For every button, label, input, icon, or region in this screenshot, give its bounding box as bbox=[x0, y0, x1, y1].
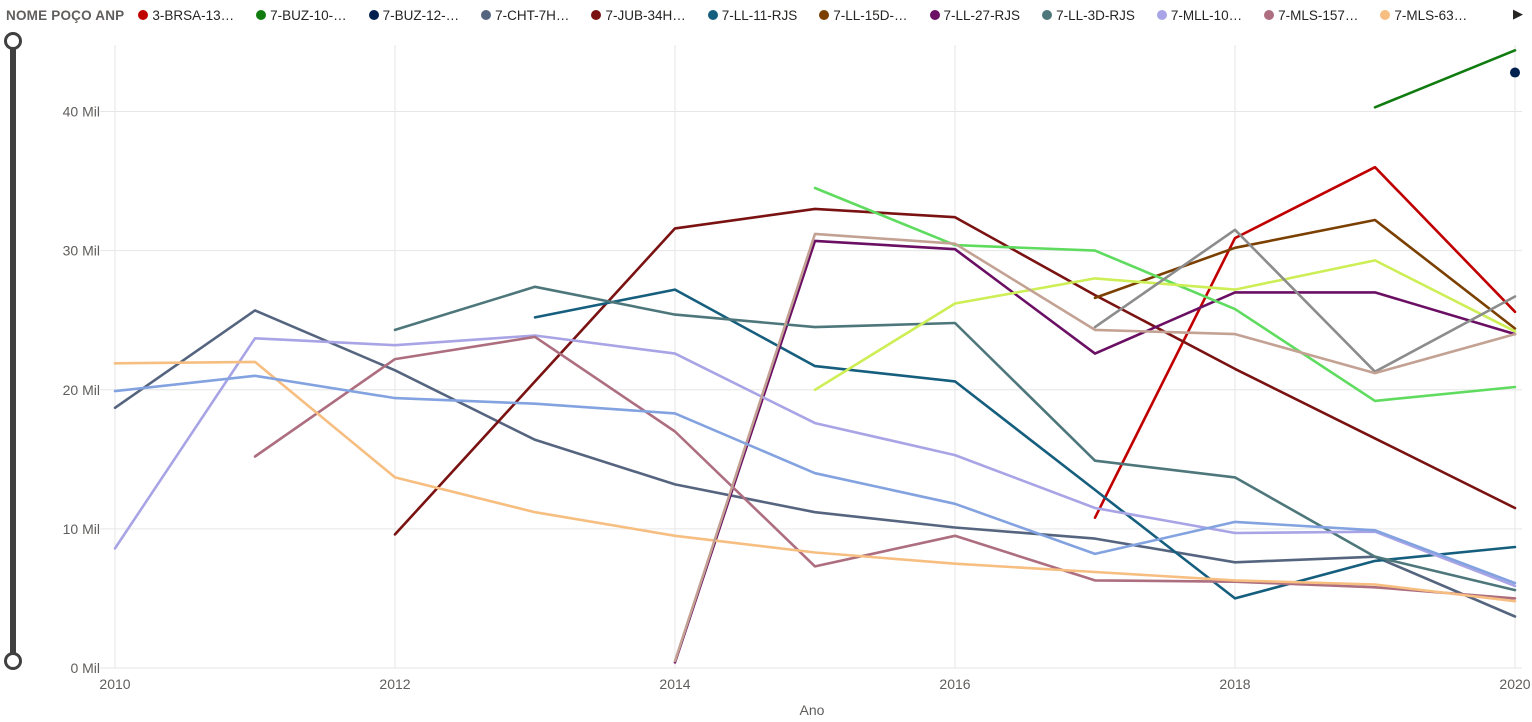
legend-item-label: 7-BUZ-10-… bbox=[270, 7, 347, 23]
legend-swatch-icon bbox=[138, 10, 149, 20]
legend-bar: NOME POÇO ANP 3-BRSA-13… 7-BUZ-10-… 7-BUZ-… bbox=[0, 0, 1532, 30]
legend-scroll-right-icon[interactable]: ▶ bbox=[1508, 4, 1528, 24]
y-tick-label: 10 Mil bbox=[63, 521, 100, 537]
x-axis-title: Ano bbox=[799, 702, 825, 718]
y-axis-zoom-slider bbox=[0, 0, 28, 722]
slider-handle-top[interactable] bbox=[4, 32, 22, 50]
legend-item-7-ll-3d-rjs[interactable]: 7-LL-3D-RJS bbox=[1042, 8, 1135, 23]
series-line-7-ll-15d[interactable] bbox=[1093, 218, 1517, 330]
series-line-unlabeled-14[interactable] bbox=[1093, 228, 1517, 374]
series-point-7-buz-12[interactable] bbox=[1510, 67, 1520, 78]
series-line-7-mll-10[interactable] bbox=[113, 334, 1517, 588]
legend-item-label: 7-MLS-157… bbox=[1278, 7, 1359, 23]
series-line-7-ll-27-rjs[interactable] bbox=[673, 239, 1517, 664]
x-tick-label: 2016 bbox=[939, 676, 970, 692]
y-tick-label: 20 Mil bbox=[63, 382, 100, 398]
legend-item-label: 7-LL-27-RJS bbox=[943, 7, 1021, 23]
legend-item-label: 7-LL-11-RJS bbox=[721, 7, 798, 23]
legend-item-label: 7-CHT-7H… bbox=[495, 7, 570, 23]
legend-item-7-buz-12[interactable]: 7-BUZ-12-… bbox=[368, 7, 460, 23]
series-line-7-jub-34h[interactable] bbox=[393, 207, 1517, 536]
series-line-7-ll-11-rjs[interactable] bbox=[533, 288, 1517, 600]
legend-swatch-icon bbox=[819, 10, 830, 20]
legend-swatch-icon bbox=[1264, 10, 1275, 20]
legend-item-7-mll-10[interactable]: 7-MLL-10… bbox=[1156, 7, 1243, 23]
legend-swatch-icon bbox=[929, 10, 940, 20]
legend-item-7-mls-157[interactable]: 7-MLS-157… bbox=[1264, 8, 1358, 23]
legend-title: NOME POÇO ANP bbox=[6, 7, 125, 23]
x-tick-label: 2020 bbox=[1499, 676, 1530, 692]
legend-item-label: 7-BUZ-12-… bbox=[382, 7, 460, 23]
x-tick-label: 2012 bbox=[379, 676, 410, 692]
series-line-unlabeled-12[interactable] bbox=[813, 186, 1517, 403]
legend-swatch-icon bbox=[368, 10, 379, 20]
series-line-unlabeled-16[interactable] bbox=[113, 374, 1517, 585]
y-tick-label: 40 Mil bbox=[63, 104, 100, 120]
legend-items: 3-BRSA-13… 7-BUZ-10-… 7-BUZ-12-… 7-CHT-7H… 7… bbox=[138, 8, 1532, 23]
legend-item-7-ll-27-rjs[interactable]: 7-LL-27-RJS bbox=[929, 7, 1021, 23]
legend-swatch-icon bbox=[1042, 10, 1053, 20]
legend-swatch-icon bbox=[1156, 10, 1167, 20]
legend-item-7-cht-7h[interactable]: 7-CHT-7H… bbox=[481, 8, 569, 23]
slider-track[interactable] bbox=[10, 41, 16, 661]
series-line-7-mls-157[interactable] bbox=[253, 335, 1517, 600]
legend-item-7-ll-11-rjs[interactable]: 7-LL-11-RJS bbox=[707, 7, 798, 23]
legend-item-label: 7-LL-3D-RJS bbox=[1056, 7, 1135, 23]
legend-item-7-jub-34h[interactable]: 7-JUB-34H… bbox=[591, 7, 686, 23]
series-line-7-ll-3d-rjs[interactable] bbox=[393, 285, 1517, 592]
y-tick-label: 0 Mil bbox=[70, 660, 100, 676]
legend-swatch-icon bbox=[707, 10, 718, 20]
series-line-7-cht-7h[interactable] bbox=[113, 309, 1517, 618]
slider-handle-bottom[interactable] bbox=[4, 652, 22, 670]
x-tick-label: 2018 bbox=[1219, 676, 1250, 692]
series-line-3-brsa-13[interactable] bbox=[1093, 165, 1517, 520]
legend-item-7-buz-10[interactable]: 7-BUZ-10-… bbox=[256, 8, 347, 23]
series-line-7-buz-10[interactable] bbox=[1373, 48, 1517, 109]
series-line-unlabeled-13[interactable] bbox=[813, 259, 1517, 392]
legend-item-label: 7-MLS-63… bbox=[1394, 7, 1468, 23]
legend-swatch-icon bbox=[256, 10, 267, 20]
legend-item-7-ll-15d[interactable]: 7-LL-15D-… bbox=[819, 7, 908, 23]
x-tick-label: 2014 bbox=[659, 676, 690, 692]
legend-swatch-icon bbox=[1380, 10, 1391, 20]
legend-item-label: 7-MLL-10… bbox=[1170, 7, 1243, 23]
legend-item-3-brsa-13[interactable]: 3-BRSA-13… bbox=[138, 8, 234, 23]
series-line-unlabeled-15[interactable] bbox=[673, 232, 1517, 663]
legend-item-label: 7-JUB-34H… bbox=[605, 7, 686, 23]
legend-swatch-icon bbox=[481, 10, 492, 20]
legend-item-label: 3-BRSA-13… bbox=[152, 7, 235, 23]
series-line-7-mls-63[interactable] bbox=[113, 360, 1517, 603]
y-tick-label: 30 Mil bbox=[63, 243, 100, 259]
legend-item-label: 7-LL-15D-… bbox=[833, 7, 908, 23]
legend-swatch-icon bbox=[591, 10, 602, 20]
legend-item-7-mls-63[interactable]: 7-MLS-63… bbox=[1380, 8, 1467, 23]
x-tick-label: 2010 bbox=[99, 676, 130, 692]
